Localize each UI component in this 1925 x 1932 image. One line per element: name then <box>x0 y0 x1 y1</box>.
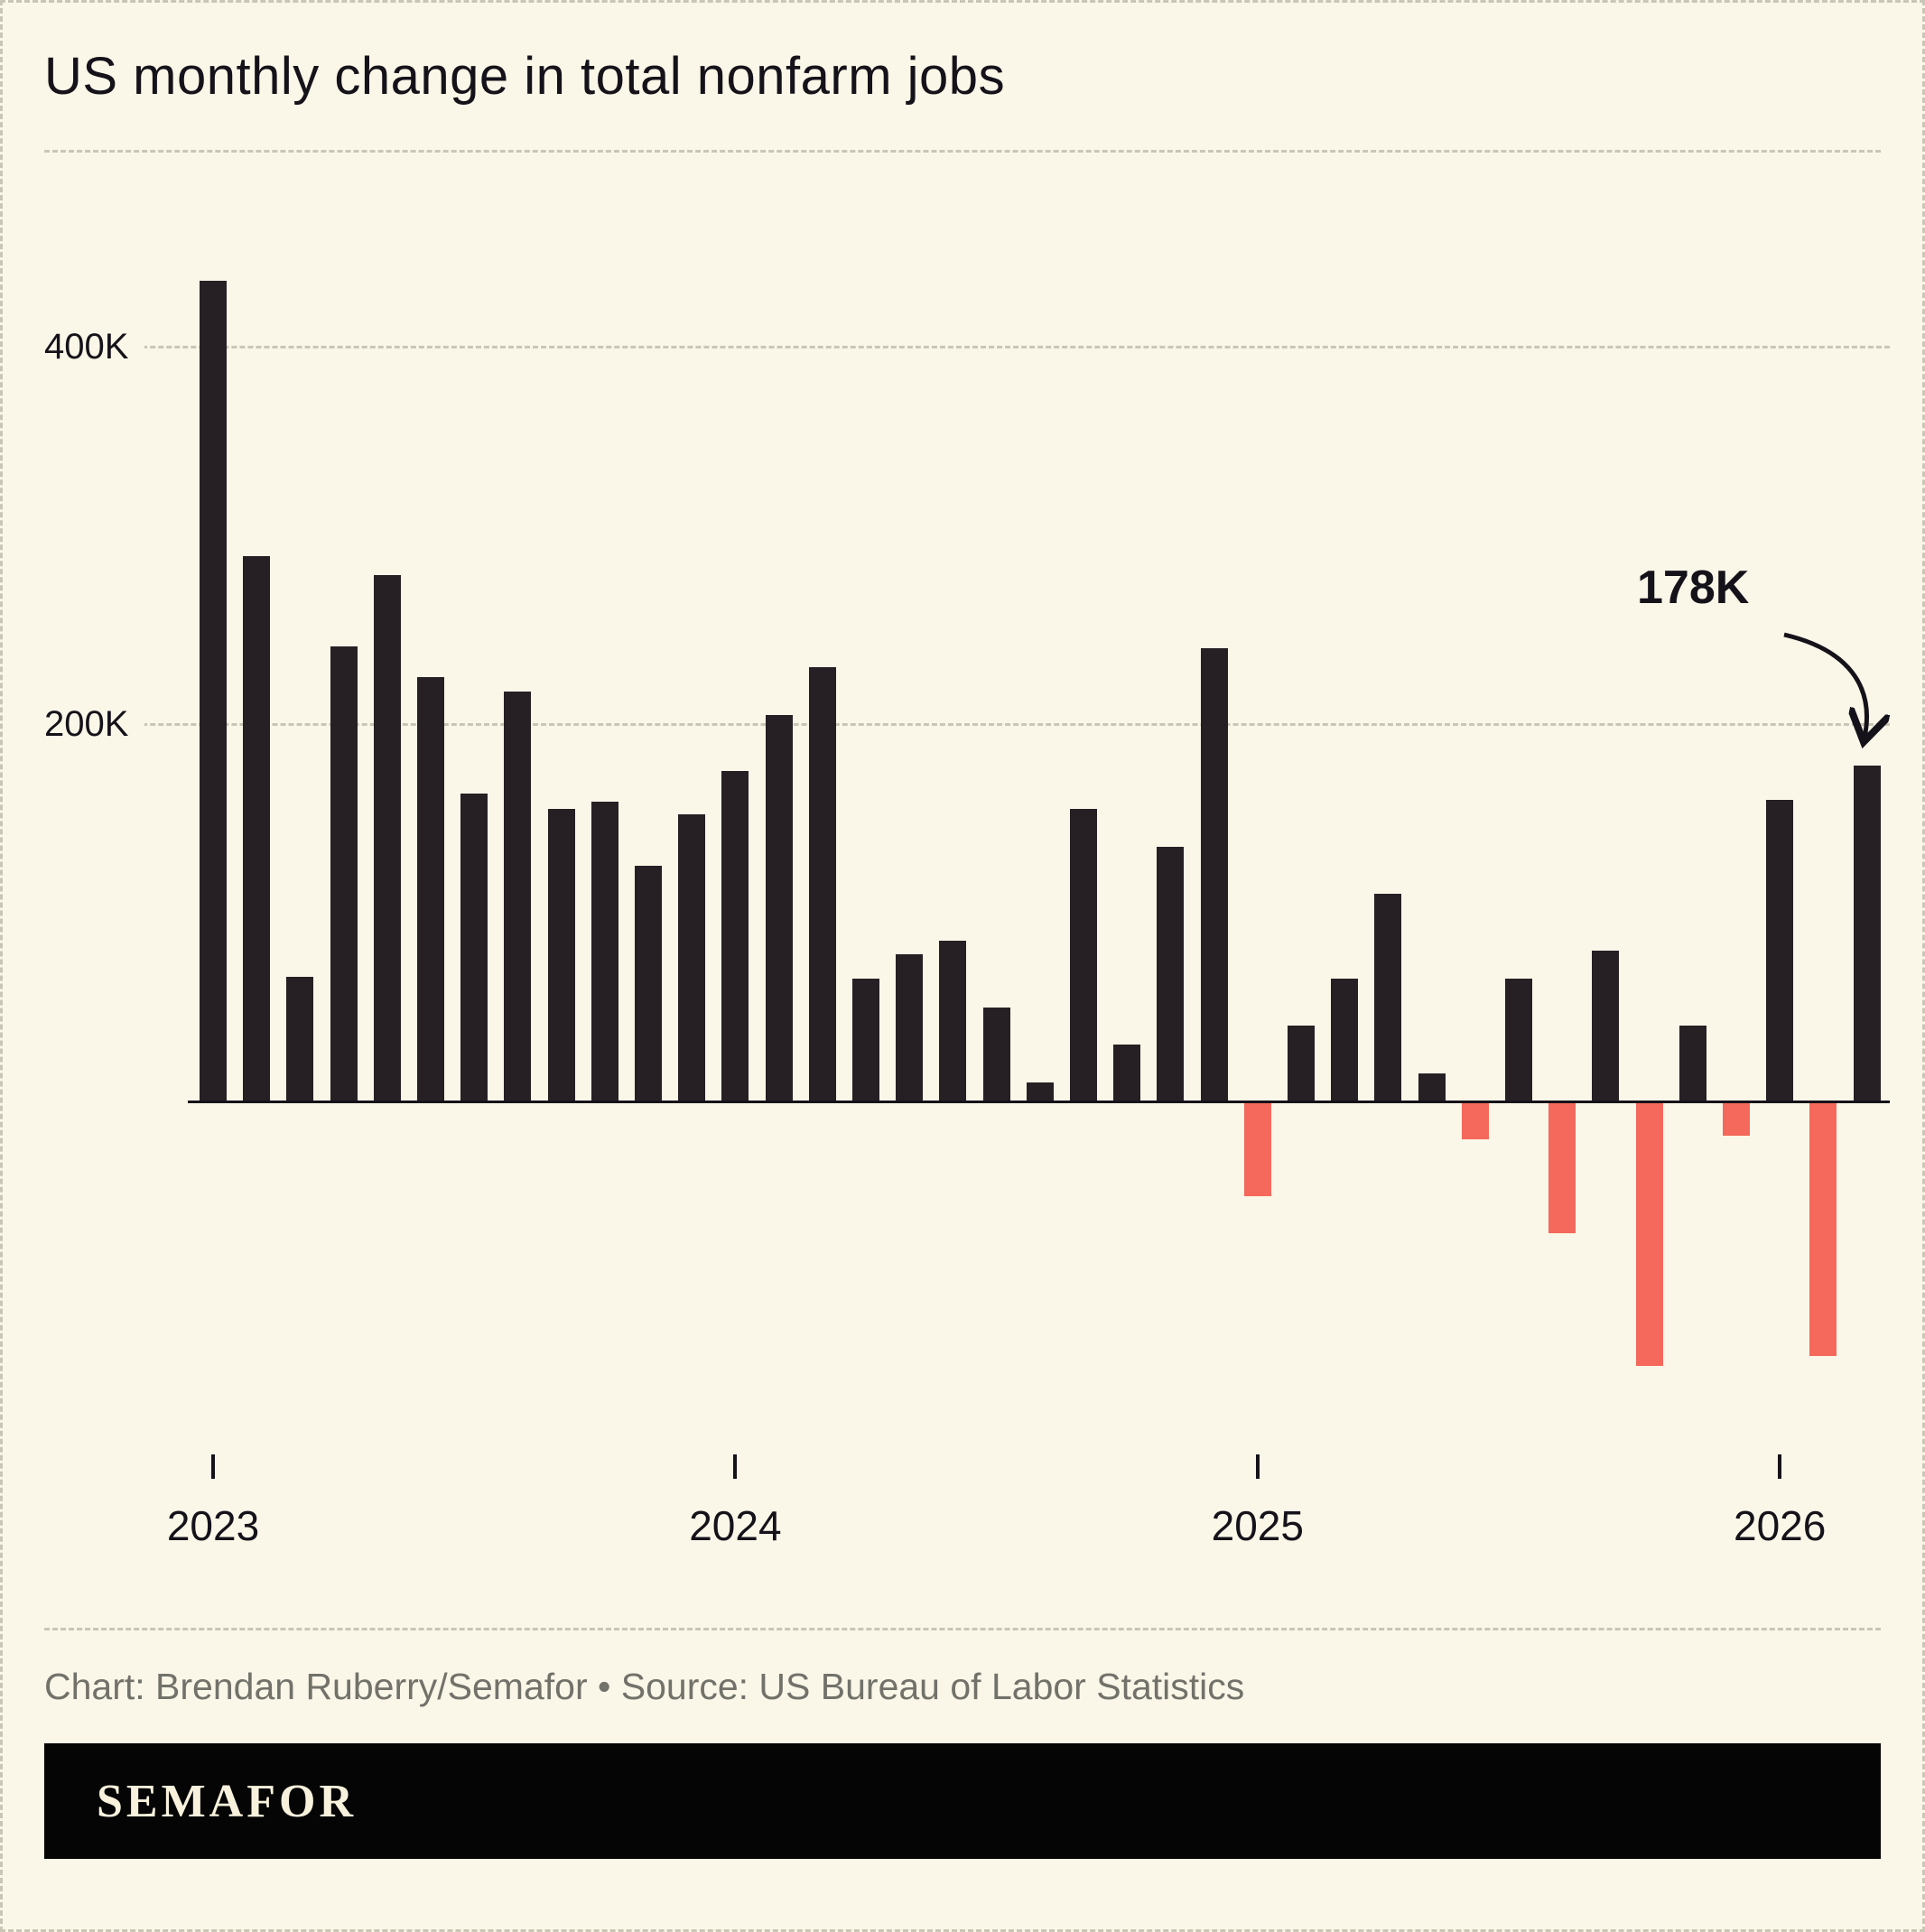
bar <box>678 814 706 1101</box>
bar <box>1070 809 1097 1101</box>
bar <box>1679 1026 1706 1101</box>
x-axis-tick <box>733 1454 738 1479</box>
x-axis-tick <box>211 1454 215 1479</box>
bar <box>1853 765 1881 1101</box>
bar <box>939 941 967 1101</box>
x-axis-year-label: 2024 <box>689 1502 782 1549</box>
bar <box>1635 1101 1663 1366</box>
chart-caption: Chart: Brendan Ruberry/Semafor • Source:… <box>44 1666 1245 1707</box>
bar <box>286 977 314 1101</box>
y-axis-label: 400K <box>44 323 145 370</box>
bar <box>1200 648 1228 1101</box>
bar <box>1505 979 1532 1101</box>
bar <box>1418 1073 1446 1101</box>
bar <box>1766 799 1794 1101</box>
bar <box>1113 1045 1141 1101</box>
bar <box>765 714 793 1101</box>
bar <box>721 771 749 1101</box>
bar <box>635 865 662 1101</box>
bar <box>1592 950 1620 1101</box>
bar <box>460 794 488 1101</box>
bar <box>1461 1101 1489 1139</box>
bar <box>808 667 836 1101</box>
x-axis-year-label: 2025 <box>1211 1502 1304 1549</box>
bar <box>1243 1101 1271 1196</box>
chart-title: US monthly change in total nonfarm jobs <box>44 47 1006 106</box>
bar <box>591 801 618 1101</box>
bar <box>373 574 401 1101</box>
x-axis-tick <box>1778 1454 1782 1479</box>
top-separator <box>44 150 1881 153</box>
bar <box>547 809 575 1101</box>
bar <box>1374 894 1402 1101</box>
zero-baseline <box>188 1101 1890 1103</box>
bar <box>1548 1101 1576 1234</box>
x-axis-year-label: 2026 <box>1734 1502 1827 1549</box>
gridline <box>44 723 1890 726</box>
semafor-logo: SEMAFOR <box>97 1775 357 1827</box>
gridline <box>44 346 1890 348</box>
bar <box>1723 1101 1750 1136</box>
x-axis-tick <box>1255 1454 1260 1479</box>
bar <box>504 692 532 1101</box>
bar <box>1157 846 1185 1101</box>
bar <box>243 555 271 1101</box>
bottom-separator <box>44 1628 1881 1630</box>
bar <box>1288 1026 1315 1101</box>
bar <box>1809 1101 1837 1357</box>
bar <box>200 280 227 1101</box>
bar <box>982 1007 1010 1101</box>
chart-plot-area: 200K 400K 2023 2024 2025 2026 <box>3 3 1922 1929</box>
y-axis-label: 200K <box>44 701 145 748</box>
annotation-label: 178K <box>1637 562 1750 614</box>
bar <box>417 676 444 1101</box>
bar <box>1331 979 1359 1101</box>
bar <box>1026 1082 1054 1101</box>
bar <box>896 953 924 1101</box>
bar <box>852 979 879 1101</box>
semafor-banner: SEMAFOR <box>44 1743 1881 1859</box>
x-axis-year-label: 2023 <box>166 1502 260 1549</box>
bar <box>330 646 358 1101</box>
